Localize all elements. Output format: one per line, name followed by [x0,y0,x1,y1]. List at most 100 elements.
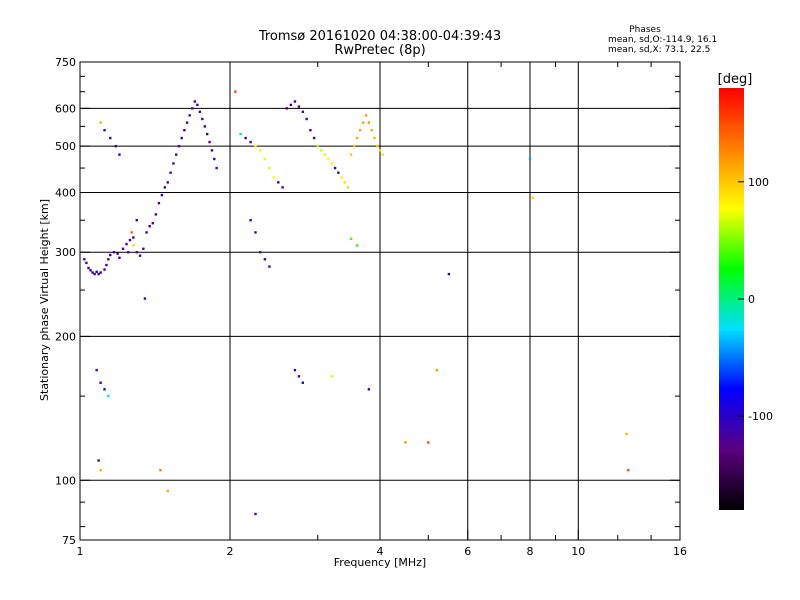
data-point [234,90,237,93]
data-point [528,157,532,161]
data-point [188,114,191,117]
data-point [132,244,135,247]
data-point [259,251,262,254]
data-point [435,368,438,372]
data-point [301,110,305,114]
data-point [201,117,204,121]
data-point [330,162,333,165]
data-point [180,136,183,140]
data-point [244,136,247,140]
data-point [83,258,86,261]
data-point [281,186,284,189]
data-point [376,144,379,148]
data-point [97,459,100,462]
data-point [254,231,257,234]
data-point [95,368,98,372]
x-axis-label: Frequency [MHz] [334,556,426,569]
data-point [627,468,630,472]
data-point [163,186,167,189]
data-point [355,244,359,247]
data-point [367,388,371,391]
x-axis-ticks: 1 2 4 6 8 10 16 [77,62,687,558]
data-point [254,144,257,148]
data-points [83,90,630,516]
data-point [210,149,214,152]
data-point [293,100,297,103]
data-point [118,153,121,156]
data-point [263,258,267,261]
colorbar-tick-label: -100 [748,410,773,423]
data-point [343,181,347,184]
data-point [103,268,106,271]
data-point [349,153,353,156]
data-point [169,171,172,174]
data-point [175,153,178,156]
data-point [107,258,110,261]
data-point [148,225,151,228]
data-point [143,297,147,300]
x-tick-label: 8 [527,545,534,558]
data-point [159,468,162,472]
data-point [289,103,293,107]
data-point [312,136,316,140]
data-point [185,121,189,124]
data-point [109,253,112,257]
data-point [352,144,356,148]
data-point [121,247,125,250]
chart-subtitle: RwPretec (8p) [334,43,425,58]
data-point [367,121,371,124]
stats-heading: Phases [629,25,661,35]
y-tick-label: 100 [55,474,76,487]
data-point [145,231,148,234]
data-point [151,222,155,225]
y-tick-label: 300 [55,246,76,259]
data-point [87,266,90,270]
data-point [323,153,327,156]
data-point [254,512,257,516]
data-point [154,213,158,216]
data-point [138,254,142,257]
data-point [107,394,110,398]
data-point [116,252,119,255]
stats-line-o: mean, sd,O:-114.9, 16.1 [608,35,717,45]
y-tick-label: 400 [55,186,76,199]
data-point [340,176,343,179]
y-tick-label: 500 [55,140,76,153]
x-tick-label: 1 [77,545,84,558]
data-point [177,144,181,148]
data-point [297,375,301,378]
colorbar-ticks: 100 0 -100 [738,176,773,423]
data-point [249,140,252,144]
data-point [127,251,130,254]
data-point [215,166,218,170]
y-axis-label: Stationary phase Virtual Height [km] [38,199,51,401]
data-point [301,381,305,384]
data-point [130,231,133,234]
data-point [259,149,262,152]
data-point [114,144,118,148]
data-point [172,162,175,165]
x-tick-label: 4 [377,545,384,558]
data-point [531,196,534,199]
data-point [373,136,376,140]
data-point [132,236,135,239]
data-point [99,381,102,384]
data-point [355,136,359,140]
data-point [316,144,319,148]
data-point [370,128,373,132]
data-point [193,100,197,103]
y-tick-label: 200 [55,330,76,343]
data-point [309,128,312,132]
data-point [327,157,330,161]
data-point [166,181,169,184]
data-point [263,157,267,161]
data-point [103,128,106,132]
data-point [404,441,407,444]
data-point [320,149,323,152]
data-point [183,128,186,132]
data-point [208,140,211,144]
data-point [85,261,88,265]
y-tick-label: 750 [55,56,76,69]
data-point [95,270,98,273]
data-point [198,110,202,114]
